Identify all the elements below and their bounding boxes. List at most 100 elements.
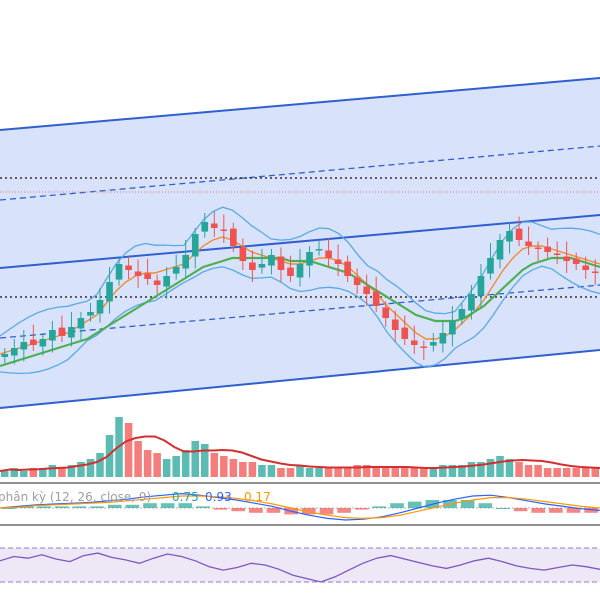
candle-body (382, 307, 390, 318)
candle-body (191, 234, 199, 257)
candle-body (10, 348, 18, 356)
candle-body (287, 267, 294, 276)
volume-bar (181, 450, 190, 477)
volume-bar (381, 468, 390, 477)
candle-body (77, 318, 85, 329)
candle-body (553, 253, 561, 255)
candle (449, 306, 456, 347)
candle (106, 267, 113, 314)
candle (68, 312, 75, 347)
candle-body (363, 286, 370, 294)
volume-bar (467, 462, 476, 477)
volume-bar (543, 468, 552, 477)
candle (49, 321, 56, 353)
macd-histogram-bar (213, 508, 228, 510)
candle (439, 321, 447, 353)
volume-bar (286, 468, 295, 477)
candle (477, 264, 485, 308)
volume-bar (201, 444, 209, 477)
candle (163, 267, 170, 299)
candle (239, 238, 247, 270)
volume-bar (172, 456, 180, 477)
candle (58, 315, 66, 342)
volume-bar (591, 468, 599, 477)
candle-body (125, 265, 132, 270)
volume-bar (439, 465, 447, 477)
volume-bar (258, 465, 266, 477)
volume-bar (334, 468, 342, 477)
candle (334, 244, 342, 276)
volume-bar (315, 468, 323, 477)
candle-body (306, 252, 313, 266)
volume-bar (534, 465, 542, 477)
macd-histogram-bar (178, 503, 193, 508)
candle (258, 249, 266, 274)
macd-histogram-bar (72, 506, 87, 508)
candle (391, 310, 399, 342)
macd-histogram-bar (496, 508, 510, 509)
macd-histogram-bar (249, 508, 263, 513)
candle (325, 238, 332, 267)
candle-body (163, 276, 170, 287)
candle (515, 216, 523, 246)
macd-value-macd: 0.75 (172, 490, 199, 504)
volume-bar (10, 468, 19, 477)
macd-histogram-bar (478, 503, 493, 508)
candle (410, 325, 418, 354)
macd-histogram-bar (407, 501, 422, 508)
volume-bar (210, 453, 219, 477)
candle (534, 241, 542, 261)
volume-bar (29, 468, 38, 477)
volume-bar (324, 468, 333, 477)
candle-body (87, 312, 94, 316)
volume-bar (524, 465, 533, 477)
candle-body (334, 259, 342, 264)
volume-bar (86, 459, 95, 477)
candle (430, 333, 437, 352)
volume-bar (372, 468, 380, 477)
volume-bar (477, 462, 485, 477)
candle (134, 259, 142, 288)
candle-body (30, 339, 37, 345)
candle-body (268, 255, 275, 266)
candle-body (430, 342, 437, 346)
candle (125, 256, 132, 279)
candle (372, 276, 380, 312)
candle (87, 303, 94, 322)
candle-body (325, 250, 332, 258)
candle (10, 339, 18, 365)
candle-body (239, 247, 247, 261)
volume-bar (486, 459, 495, 477)
candle (39, 333, 47, 356)
candle-body (449, 321, 456, 335)
candle-body (353, 277, 361, 285)
candle (191, 228, 199, 269)
candle-body (258, 264, 266, 268)
macd-histogram-bar (319, 508, 334, 515)
candle (553, 241, 561, 264)
candle (296, 249, 304, 287)
candle (144, 258, 151, 285)
volume-bar (39, 468, 47, 477)
candle (544, 237, 551, 258)
candle-body (525, 241, 532, 246)
volume-bar (505, 459, 514, 477)
candle (277, 247, 285, 282)
macd-histogram-bar (125, 504, 140, 508)
candle (572, 252, 580, 270)
volume-bar (572, 468, 580, 477)
volume-bar (296, 465, 304, 477)
candle-body (391, 319, 399, 330)
volume-bar (553, 468, 561, 477)
candle-body (39, 339, 47, 347)
candle-body (1, 354, 9, 357)
channel-mid-line (0, 214, 600, 269)
macd-histogram-bar (390, 503, 404, 508)
volume-bar (496, 456, 504, 477)
macd-histogram-bar (266, 508, 281, 513)
volume-bar (191, 441, 199, 477)
candle (315, 240, 323, 256)
candle-body (115, 264, 123, 280)
volume-bar (67, 465, 76, 477)
rsi-pane (0, 552, 600, 583)
